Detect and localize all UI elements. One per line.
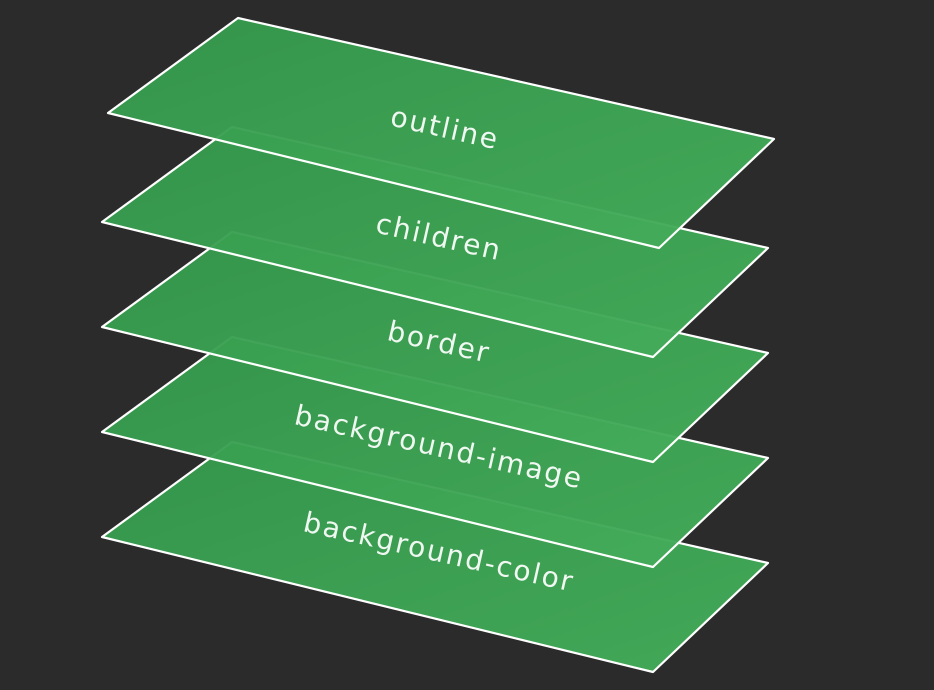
layer-plane-outline [106,16,776,250]
layers-group: background-colorbackground-imageborderch… [100,16,776,674]
